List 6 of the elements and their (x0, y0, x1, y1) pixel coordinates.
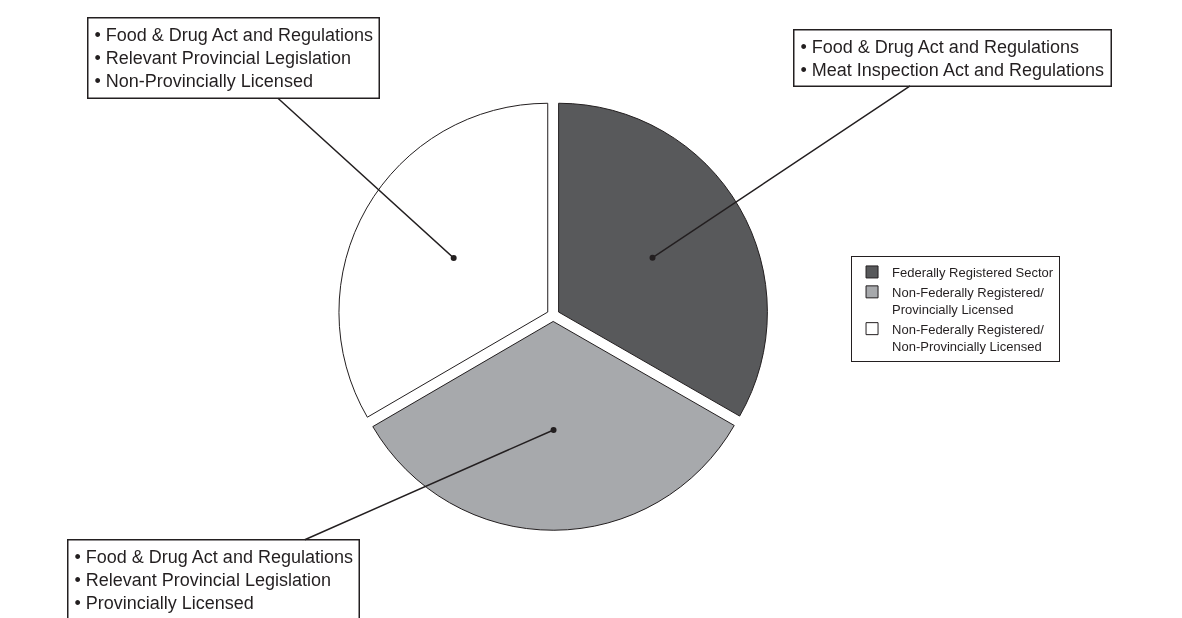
text: • Food & Drug Act and Regulations • Meat Inspection Act and Regulations (800, 36, 1104, 80)
text: • Food & Drug Act and Regulations • Relevant Provincial Legislation • Provincially Licensed (74, 546, 353, 614)
legend-label: Federally Registered Sector (892, 265, 1054, 281)
legend-label: Non-Federally Registered/ Non-Provincially Licensed (892, 321, 1045, 354)
text: • Food & Drug Act and Regulations • Relevant Provincial Legislation • Non-Provincially Licensed (94, 24, 373, 92)
legend-label: Non-Federally Registered/ Provincially Licensed (892, 284, 1045, 317)
